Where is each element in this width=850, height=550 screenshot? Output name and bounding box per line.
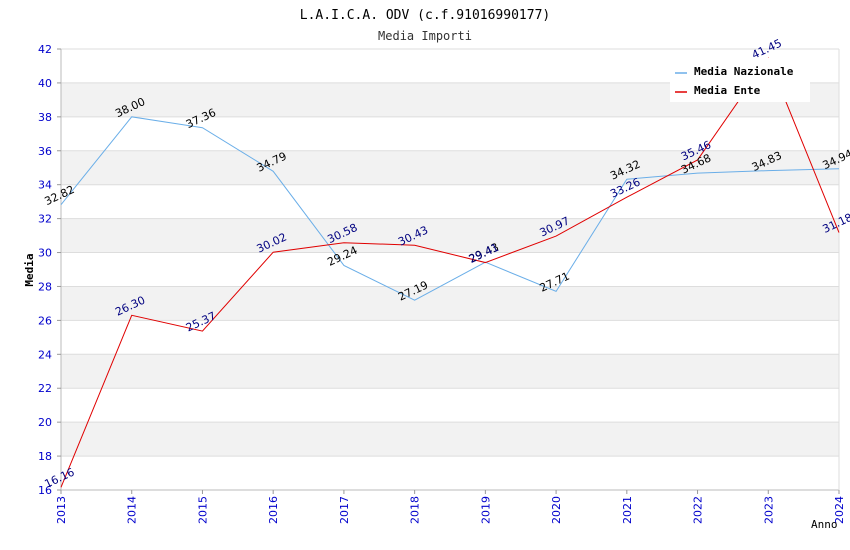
y-tick-label: 36 (38, 145, 52, 158)
y-tick-label: 26 (38, 314, 52, 327)
y-tick-label: 38 (38, 111, 52, 124)
y-tick-label: 32 (38, 213, 52, 226)
y-tick-label: 40 (38, 77, 52, 90)
y-tick-label: 16 (38, 484, 52, 497)
grid-band (61, 354, 839, 389)
legend-box (670, 58, 810, 102)
x-axis-label: Anno (811, 518, 838, 531)
x-tick-label: 2023 (762, 496, 775, 524)
series-line-media-ente (60, 57, 840, 488)
x-tick-label: 2017 (338, 496, 351, 524)
y-tick-label: 28 (38, 280, 52, 293)
grid-band (61, 286, 839, 321)
x-tick-label: 2014 (126, 496, 139, 524)
x-tick-label: 2020 (550, 496, 563, 524)
x-tick-label: 2018 (409, 496, 422, 524)
x-tick-label: 2016 (267, 496, 280, 524)
series-line-media-nazionale (60, 116, 840, 301)
data-label: 16.16 (42, 466, 76, 491)
y-tick-label: 30 (38, 247, 52, 260)
y-tick-label: 22 (38, 382, 52, 395)
x-tick-label: 2021 (621, 496, 634, 524)
y-tick-label: 42 (38, 43, 52, 56)
grid-band (61, 422, 839, 457)
grid-band (61, 150, 839, 185)
x-tick-label: 2022 (692, 496, 705, 524)
x-tick-label: 2019 (479, 496, 492, 524)
chart-title: L.A.I.C.A. ODV (c.f.91016990177) (300, 8, 550, 23)
y-tick-label: 24 (38, 348, 52, 361)
y-tick-label: 34 (38, 179, 52, 192)
grid-band (61, 218, 839, 253)
legend-label-ente: Media Ente (694, 84, 761, 97)
y-tick-label: 20 (38, 416, 52, 429)
y-axis-label: Media (23, 253, 36, 286)
data-label: 41.45 (750, 37, 784, 62)
x-tick-label: 2015 (196, 496, 209, 524)
y-tick-label: 18 (38, 450, 52, 463)
legend-label-nazionale: Media Nazionale (694, 65, 794, 78)
chart-subtitle: Media Importi (378, 29, 472, 43)
x-tick-label: 2024 (833, 496, 846, 524)
x-tick-label: 2013 (55, 496, 68, 524)
legend: Media Nazionale Media Ente (670, 58, 810, 102)
